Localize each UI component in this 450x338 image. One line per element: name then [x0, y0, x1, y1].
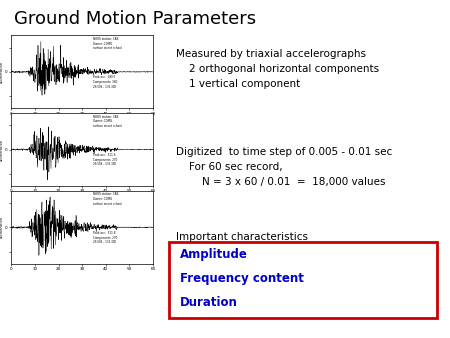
Text: Important characteristics: Important characteristics	[176, 232, 307, 242]
Text: Measured by triaxial accelerographs
    2 orthogonal horizontal components
    1: Measured by triaxial accelerographs 2 or…	[176, 49, 378, 89]
Text: Peak acc:  311.6
Components: 270
26.50S - 135.30E: Peak acc: 311.6 Components: 270 26.50S -…	[94, 153, 118, 166]
Text: Duration: Duration	[180, 296, 238, 309]
Y-axis label: acceleration: acceleration	[0, 61, 4, 83]
Text: Peak acc:  280.5
Components: 360
26.50S - 135.30E: Peak acc: 280.5 Components: 360 26.50S -…	[94, 75, 118, 89]
Text: NHOS station: CAK
Owner: CDMG
surface street school: NHOS station: CAK Owner: CDMG surface st…	[94, 115, 122, 128]
Text: Ground Motion Parameters: Ground Motion Parameters	[14, 10, 256, 28]
Text: NHOS station: CAK
Owner: CDMG
surface street school: NHOS station: CAK Owner: CDMG surface st…	[94, 37, 122, 50]
Text: Amplitude: Amplitude	[180, 248, 248, 261]
FancyBboxPatch shape	[169, 242, 436, 318]
Text: Digitized  to time step of 0.005 - 0.01 sec
    For 60 sec record,
        N = 3: Digitized to time step of 0.005 - 0.01 s…	[176, 147, 392, 187]
Text: Frequency content: Frequency content	[180, 272, 304, 285]
Text: NHOS station: CAK
Owner: CDMG
surface street school: NHOS station: CAK Owner: CDMG surface st…	[94, 192, 122, 206]
Y-axis label: acceleration: acceleration	[0, 139, 4, 161]
Y-axis label: acceleration: acceleration	[0, 216, 4, 238]
Text: Peak acc:  311.8
Components: 270
26.50S - 135.30E: Peak acc: 311.8 Components: 270 26.50S -…	[94, 231, 118, 244]
